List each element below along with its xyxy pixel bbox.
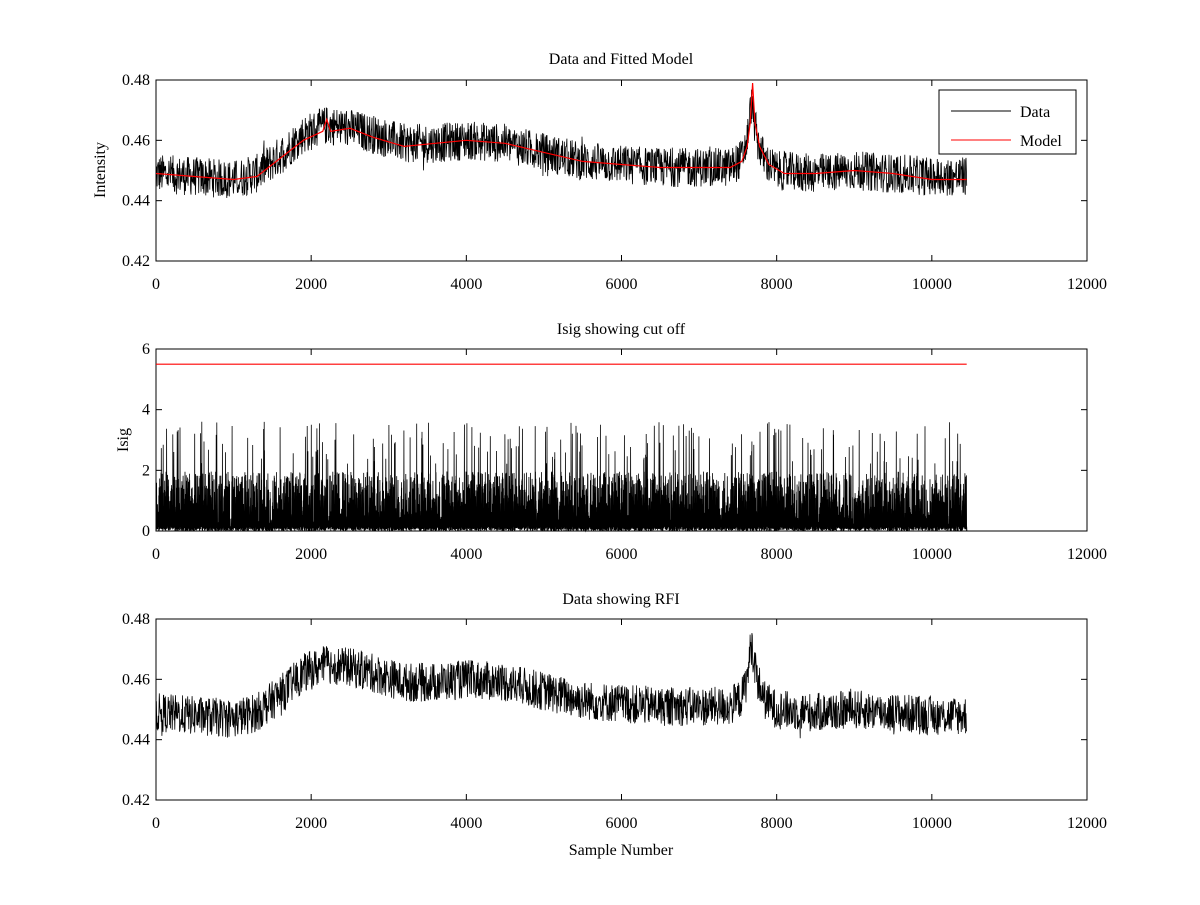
y-tick-label: 4 xyxy=(142,402,150,419)
series-line-isig xyxy=(155,421,968,533)
ticks-layer: 0 2000 4000 6000 8000 10000 12000 0.42 0.44 0.46 0… xyxy=(122,72,1107,293)
y-tick-label: 6 xyxy=(142,341,150,358)
legend-label-model: Model xyxy=(1020,133,1062,150)
x-tick-label: 6000 xyxy=(606,815,638,832)
x-tick-label: 6000 xyxy=(606,276,638,293)
y-tick-label: 0.48 xyxy=(122,611,150,628)
plot-title: Data and Fitted Model xyxy=(549,51,694,68)
x-tick-label: 8000 xyxy=(761,276,793,293)
x-tick-label: 2000 xyxy=(295,815,327,832)
panel-data-showing-rfi: 0 2000 4000 6000 8000 10000 12000 0.42 0.44 0.46 0… xyxy=(122,591,1107,859)
panel-data-and-fitted-model: 0 2000 4000 6000 8000 10000 12000 0.42 0.44 0.46 0… xyxy=(92,51,1107,293)
y-tick-label: 0.44 xyxy=(122,193,150,210)
series-layer xyxy=(155,633,968,739)
x-tick-label: 10000 xyxy=(912,546,952,563)
legend: Data Model xyxy=(938,89,1077,155)
x-tick-label: 0 xyxy=(152,815,160,832)
y-tick-label: 0.48 xyxy=(122,72,150,89)
y-tick-label: 0.42 xyxy=(122,792,150,809)
series-line-data xyxy=(155,89,968,199)
y-tick-label: 0.44 xyxy=(122,732,150,749)
x-tick-label: 12000 xyxy=(1067,546,1107,563)
x-tick-label: 2000 xyxy=(295,276,327,293)
x-tick-label: 0 xyxy=(152,546,160,563)
x-tick-label: 12000 xyxy=(1067,276,1107,293)
y-axis-title: Intensity xyxy=(92,142,109,198)
legend-box xyxy=(938,89,1077,155)
plot-area-frame xyxy=(155,618,1088,801)
ticks-layer: 0 2000 4000 6000 8000 10000 12000 0 2 4 6 xyxy=(142,341,1107,563)
y-tick-label: 0.46 xyxy=(122,132,150,149)
y-tick-label: 0 xyxy=(142,523,150,540)
x-tick-label: 12000 xyxy=(1067,815,1107,832)
x-tick-label: 8000 xyxy=(761,815,793,832)
plot-title: Data showing RFI xyxy=(562,591,679,608)
x-tick-label: 6000 xyxy=(606,546,638,563)
y-tick-label: 0.46 xyxy=(122,671,150,688)
y-tick-label: 2 xyxy=(142,462,150,479)
series-line-model xyxy=(155,82,967,181)
x-tick-label: 2000 xyxy=(295,546,327,563)
x-tick-label: 4000 xyxy=(450,276,482,293)
x-tick-label: 8000 xyxy=(761,546,793,563)
series-layer xyxy=(155,82,968,199)
series-line-data xyxy=(155,633,968,739)
y-axis-title: Isig xyxy=(115,428,132,452)
x-tick-label: 4000 xyxy=(450,815,482,832)
series-layer xyxy=(155,363,968,533)
x-tick-label: 10000 xyxy=(912,815,952,832)
legend-label-data: Data xyxy=(1020,104,1050,121)
x-axis-title: Sample Number xyxy=(569,842,674,859)
panel-isig-showing-cut-off: 0 2000 4000 6000 8000 10000 12000 0 2 4 6 Isig sho… xyxy=(115,321,1107,563)
plot-title: Isig showing cut off xyxy=(557,321,686,338)
ticks-layer: 0 2000 4000 6000 8000 10000 12000 0.42 0.44 0.46 0… xyxy=(122,611,1107,832)
x-tick-label: 4000 xyxy=(450,546,482,563)
y-tick-label: 0.42 xyxy=(122,253,150,270)
x-tick-label: 0 xyxy=(152,276,160,293)
x-tick-label: 10000 xyxy=(912,276,952,293)
